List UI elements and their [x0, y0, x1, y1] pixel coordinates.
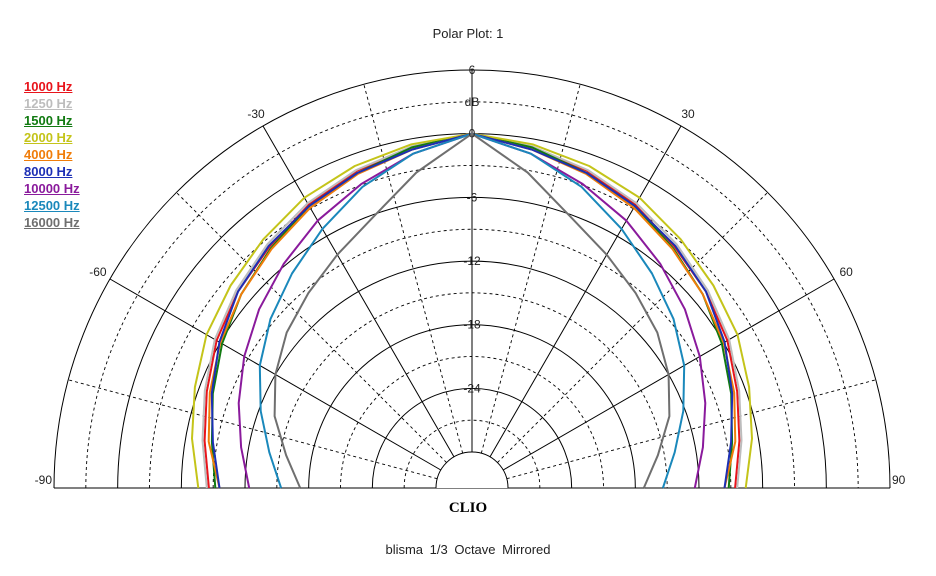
angle-tick-label: 60 [839, 265, 853, 279]
legend-item: 16000 Hz [24, 215, 80, 230]
legend: 1000 Hz 1250 Hz 1500 Hz 2000 Hz 4000 Hz 8000 … [24, 78, 80, 231]
grid-circle [403, 420, 541, 489]
legend-item: 1500 Hz [24, 113, 73, 128]
chart-title: Polar Plot: 1 [432, 26, 504, 41]
grid-radial [489, 125, 682, 458]
grid-radial [68, 379, 438, 480]
r-unit-label: dB [465, 95, 480, 109]
grid-radial [497, 192, 768, 463]
legend-item: 1250 Hz [24, 96, 73, 111]
grid-radial [506, 379, 876, 480]
footer-info: blisma 1/3 Octave Mirrored [385, 542, 551, 557]
grid-radial [176, 192, 447, 463]
r-tick-label: -12 [463, 254, 481, 268]
brand-label: CLIO [448, 500, 488, 516]
r-tick-label: 0 [469, 127, 476, 141]
hub [435, 451, 509, 489]
legend-item: 8000 Hz [24, 164, 73, 179]
angle-tick-label: -90 [35, 473, 53, 487]
series-curve-8 [273, 132, 671, 489]
legend-item: 1000 Hz [24, 79, 73, 94]
legend-item: 4000 Hz [24, 147, 73, 162]
r-tick-label: 6 [469, 63, 476, 77]
r-tick-label: -6 [467, 190, 478, 204]
r-tick-label: -18 [463, 318, 481, 332]
legend-item: 10000 Hz [24, 181, 80, 196]
r-tick-label: -24 [463, 381, 481, 395]
angle-tick-label: -30 [247, 107, 265, 121]
grid-radial [363, 84, 464, 454]
angle-tick-label: 90 [892, 473, 906, 487]
grid-radial [262, 125, 455, 458]
legend-item: 2000 Hz [24, 130, 73, 145]
polar-curves [191, 132, 753, 489]
legend-item: 12500 Hz [24, 198, 80, 213]
angle-tick-label: -60 [89, 265, 107, 279]
polar-grid [53, 69, 891, 489]
angle-tick-label: 30 [681, 107, 695, 121]
grid-radial [480, 84, 581, 454]
